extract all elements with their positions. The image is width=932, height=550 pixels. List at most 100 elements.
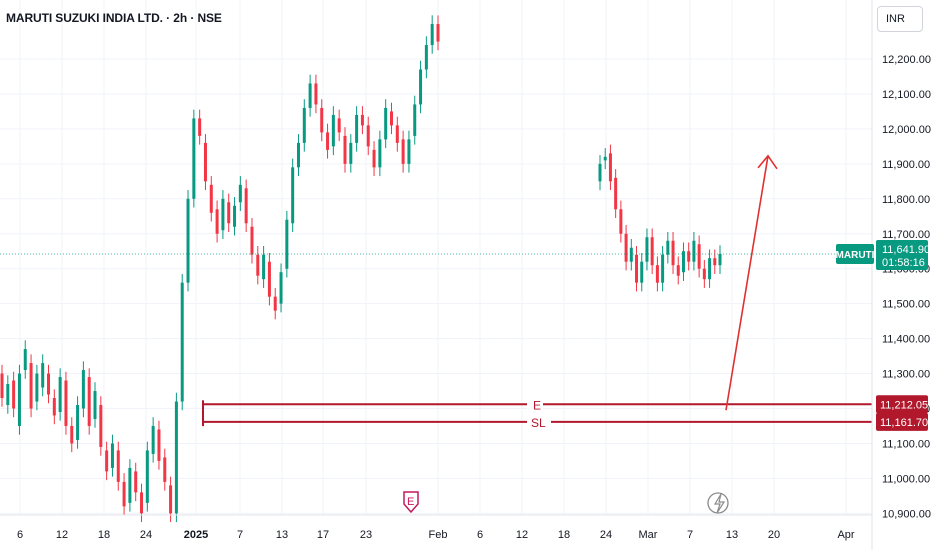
price-tick-label: 11,000.00 (882, 473, 930, 485)
candle (635, 254, 639, 283)
price-tick-label: 12,000.00 (882, 124, 931, 136)
candle (76, 405, 80, 440)
price-tick-label: 11,400.00 (882, 334, 930, 346)
candle (192, 118, 196, 199)
candle (326, 132, 330, 150)
time-tick-label: Mar (639, 529, 658, 541)
level-price-badge (876, 412, 928, 431)
price-tick-label: 10,900.00 (882, 508, 931, 520)
level-price-value: 11,212.05 (880, 399, 928, 411)
time-tick-label: 12 (56, 529, 68, 541)
candle (116, 450, 120, 482)
candle (64, 380, 68, 426)
candle (614, 177, 618, 210)
candle (233, 205, 237, 227)
candle (122, 481, 126, 507)
candle (81, 370, 85, 409)
candle (384, 107, 388, 140)
candle (186, 198, 190, 283)
time-tick-label: 18 (98, 529, 110, 541)
candle (169, 485, 173, 514)
time-tick-label: 7 (687, 529, 693, 541)
candle (708, 258, 712, 280)
candle (713, 258, 717, 266)
candle (47, 373, 51, 395)
candle (273, 296, 277, 311)
candle (424, 45, 428, 70)
candle (389, 111, 393, 126)
time-tick-label: Apr (837, 529, 854, 541)
candle (366, 125, 370, 147)
price-tick-label: 11,100.00 (882, 438, 930, 450)
level-price-value: 11,161.70 (880, 417, 928, 429)
candle (337, 118, 341, 133)
candle (349, 142, 353, 164)
price-tick-label: 11,500.00 (882, 299, 930, 311)
candle (378, 139, 382, 168)
candle (52, 398, 56, 416)
candle (624, 233, 628, 262)
time-tick-label: 18 (558, 529, 570, 541)
candle (140, 492, 144, 514)
level-label-bg (527, 414, 551, 429)
dividend-marker-icon (707, 492, 729, 514)
candle (655, 265, 659, 283)
candle (419, 69, 423, 105)
level-label-e: E (533, 398, 541, 412)
price-tick-label: 11,800.00 (882, 194, 930, 206)
candle (372, 149, 376, 168)
candle (0, 373, 4, 399)
price-tick-label: 11,300.00 (882, 369, 930, 381)
candle (666, 240, 670, 255)
candle (180, 282, 184, 402)
candle (413, 104, 417, 136)
candle (718, 254, 722, 266)
candle (256, 254, 260, 276)
candle (676, 265, 680, 276)
time-tick-label: 6 (477, 529, 483, 541)
time-tick-label: 17 (317, 529, 329, 541)
candle (697, 244, 701, 269)
candle (151, 425, 155, 454)
time-tick-label: 13 (276, 529, 288, 541)
time-tick-label: 13 (726, 529, 738, 541)
candle (320, 107, 324, 133)
last-price-badge (876, 240, 928, 271)
candle (87, 377, 91, 426)
candle (314, 83, 318, 105)
candle (308, 83, 312, 108)
time-tick-label: 2025 (184, 529, 208, 541)
currency-button[interactable]: INR (877, 6, 923, 32)
projection-arrow (725, 155, 769, 411)
candle (645, 237, 649, 262)
candle (661, 254, 665, 283)
candle (244, 188, 248, 224)
time-tick-label: Feb (429, 529, 448, 541)
candle (209, 184, 213, 213)
candle (355, 114, 359, 143)
candle (157, 429, 161, 461)
candle (227, 202, 231, 224)
time-tick-label: 24 (600, 529, 612, 541)
level-label-sl: SL (531, 416, 546, 430)
candle (105, 450, 109, 472)
candle (58, 377, 62, 412)
candle (619, 209, 623, 234)
candle (41, 363, 45, 388)
candle (687, 251, 691, 262)
candle (436, 24, 440, 42)
candle (215, 209, 219, 234)
candle (640, 261, 644, 283)
candle (598, 163, 602, 182)
candle (238, 184, 242, 203)
candle (163, 457, 167, 482)
time-tick-label: 20 (768, 529, 780, 541)
candle (23, 349, 27, 371)
candle (629, 247, 633, 262)
symbol-badge (836, 244, 874, 265)
earnings-marker-label: E (407, 496, 414, 508)
candle (145, 450, 149, 503)
price-tick-label: 12,200.00 (882, 54, 931, 66)
